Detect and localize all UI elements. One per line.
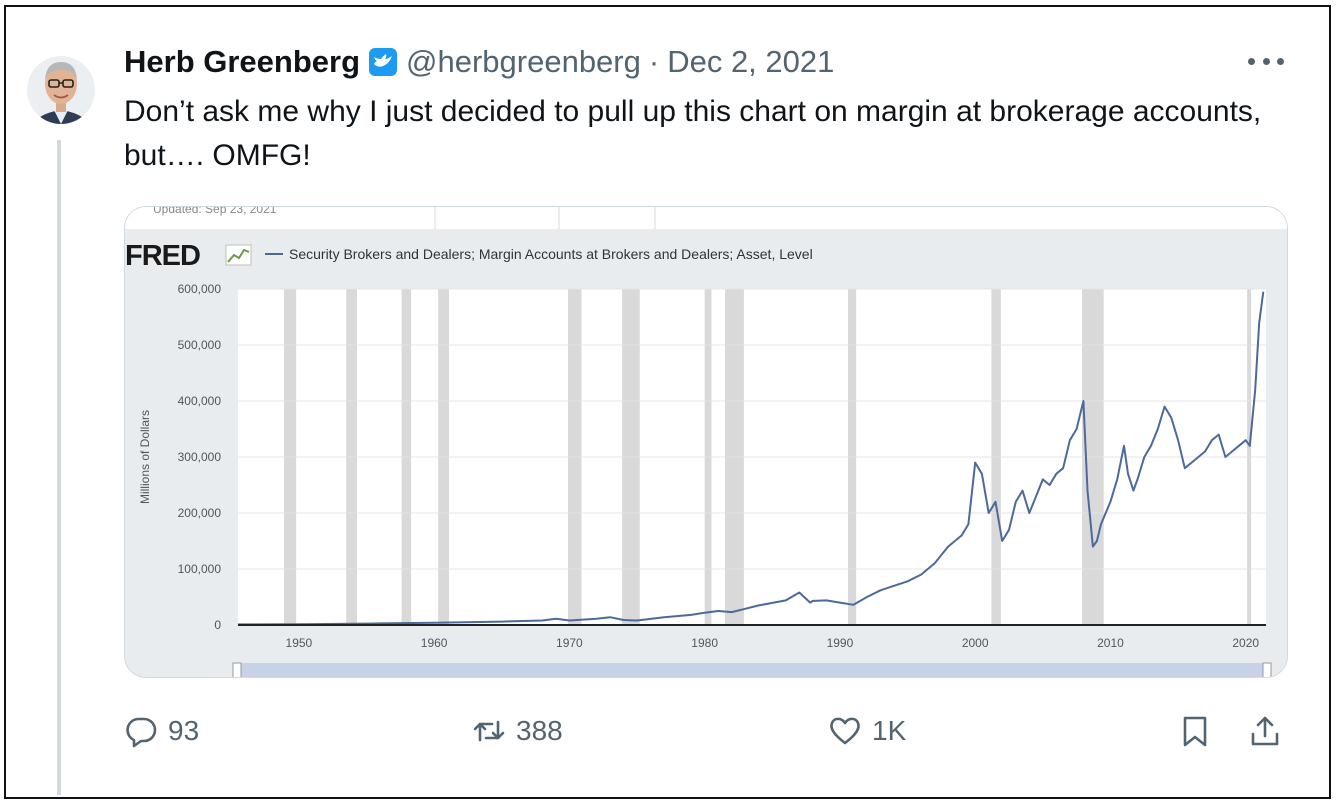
bookmark-button[interactable] (1178, 706, 1212, 756)
like-count: 1K (872, 715, 907, 746)
tweet-header: Herb Greenberg @herbgreenberg · Dec 2, 2… (124, 42, 834, 82)
header-separator: · (648, 44, 660, 79)
reply-count: 93 (168, 715, 200, 746)
share-button[interactable] (1248, 706, 1282, 756)
author-handle[interactable]: @herbgreenberg (406, 44, 641, 79)
y-tick-label: 100,000 (178, 562, 222, 576)
retweet-button[interactable]: 388 (472, 706, 563, 756)
tweet-text: Don’t ask me why I just decided to pull … (124, 95, 1262, 172)
x-tick-label: 1970 (556, 636, 583, 650)
tweet-media-chart[interactable]: Updated: Sep 23, 2021 FRED Security Brok… (124, 206, 1288, 678)
dot (1277, 57, 1284, 65)
x-tick-label: 1990 (827, 636, 854, 650)
tweet-card (4, 5, 1331, 799)
retweet-icon (473, 720, 505, 742)
share-icon (1251, 716, 1279, 746)
avatar[interactable] (26, 40, 96, 130)
range-slider-handle-left[interactable] (232, 662, 242, 678)
y-tick-label: 400,000 (178, 394, 222, 408)
legend-label: Security Brokers and Dealers; Margin Acc… (289, 246, 813, 262)
updated-text: Updated: Sep 23, 2021 (153, 207, 277, 216)
y-tick-label: 500,000 (178, 338, 222, 352)
bookmark-icon (1183, 716, 1207, 747)
author-name[interactable]: Herb Greenberg (124, 44, 361, 79)
y-tick-label: 300,000 (178, 450, 222, 464)
x-tick-label: 1980 (691, 636, 718, 650)
tweet-actions: 93 388 1K (124, 706, 1288, 756)
fred-logo-chart-icon (225, 244, 252, 266)
reply-button[interactable]: 93 (124, 706, 199, 756)
y-tick-label: 600,000 (178, 282, 222, 296)
dot (1248, 57, 1255, 65)
dot (1262, 57, 1270, 65)
like-button[interactable]: 1K (828, 706, 906, 756)
thread-line (57, 140, 61, 795)
more-options-icon[interactable] (1248, 54, 1284, 68)
x-tick-label: 1960 (421, 636, 448, 650)
chart-top-strip (125, 207, 1287, 229)
fred-chart: Updated: Sep 23, 2021 FRED Security Brok… (125, 207, 1287, 678)
x-tick-label: 2020 (1232, 636, 1259, 650)
y-tick-label: 0 (214, 618, 221, 632)
tweet-date[interactable]: Dec 2, 2021 (667, 44, 835, 79)
x-tick-label: 2010 (1097, 636, 1124, 650)
retweet-count: 388 (516, 715, 563, 746)
heart-icon (830, 717, 860, 745)
reply-icon (126, 717, 157, 748)
fred-logo: FRED (125, 240, 200, 272)
avatar-image (27, 56, 95, 124)
series-line (237, 291, 1265, 626)
y-tick-label: 200,000 (178, 506, 222, 520)
y-axis-label: Millions of Dollars (138, 410, 152, 504)
range-slider[interactable] (233, 663, 1271, 678)
x-tick-label: 1950 (286, 636, 313, 650)
verified-badge-icon (369, 48, 398, 76)
x-tick-label: 2000 (962, 636, 989, 650)
range-slider-handle-right[interactable] (1262, 662, 1272, 678)
